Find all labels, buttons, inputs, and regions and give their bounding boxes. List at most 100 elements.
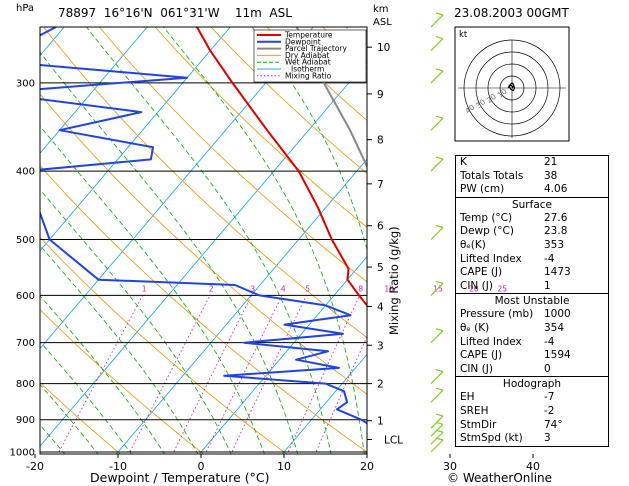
isotherm-line: [613, 15, 629, 456]
stat-value: 27.6: [544, 211, 568, 224]
wet-adiabat-line: [40, 51, 299, 454]
stat-label: CIN (J): [460, 362, 493, 375]
series-line-parcel-trajectory: [295, 27, 367, 169]
dry-adiabat-line: [40, 164, 367, 453]
isotherm-line: [40, 27, 231, 252]
stat-label: EH: [460, 391, 475, 404]
stat-row: CIN (J) 1: [456, 280, 608, 294]
stat-label: StmSpd (kt): [460, 432, 523, 445]
dry-adiabat-line: [40, 308, 205, 454]
pressure-tick-label: 300: [16, 78, 35, 89]
series-line-dewpoint: [40, 27, 367, 425]
legend-label: Isotherm: [291, 65, 324, 74]
stat-value: 4.06: [544, 183, 568, 196]
mixing-ratio-line: [128, 295, 211, 454]
x-axis-label: Dewpoint / Temperature (°C): [90, 470, 270, 485]
label-hpa: hPa: [16, 3, 35, 14]
hodograph-trace: [507, 82, 516, 92]
km-tick-label: 1: [377, 416, 384, 428]
indices-box: K 21 Totals Totals 38 PW (cm) 4.06: [455, 155, 609, 198]
pressure-tick-label: 600: [16, 291, 35, 302]
stat-label: CAPE (J): [460, 266, 503, 279]
credit: © WeatherOnline: [447, 471, 553, 485]
stat-row: StmSpd (kt) 3: [456, 432, 608, 446]
stat-value: 3: [544, 432, 551, 445]
legend-label: Dewpoint: [285, 37, 321, 46]
most-unstable-box: Most Unstable Pressure (mb) 1000 θₑ (K) 35…: [455, 294, 609, 378]
isotherm-line: [281, 353, 367, 454]
stat-row-totals: Totals Totals 38: [456, 170, 608, 184]
stat-value: 354: [544, 321, 565, 334]
wet-adiabat-line: [40, 341, 132, 454]
stat-label: SREH: [460, 404, 489, 417]
most-unstable-title: Most Unstable: [494, 295, 570, 308]
series-layer: [40, 27, 367, 425]
wind-barb-flag: [435, 280, 444, 284]
wet-adiabat-line: [40, 295, 166, 454]
stat-label: Lifted Index: [460, 335, 522, 348]
stat-value: -4: [544, 335, 555, 348]
stat-label: Temp (°C): [460, 211, 513, 224]
legend-box: [253, 29, 367, 83]
wind-barb-flag: [435, 328, 444, 332]
axis-layer: 3004005006007008009001000-30-20-10010203…: [10, 42, 540, 473]
wet-adiabat-line: [40, 125, 265, 454]
stat-value: 0: [544, 362, 551, 375]
dry-adiabat-line: [40, 381, 122, 454]
stats-panel: K 21 Totals Totals 38 PW (cm) 4.06 Surface …: [455, 155, 609, 447]
wind-barb: [430, 330, 444, 344]
stat-row: θₑ(K) 353: [456, 239, 608, 253]
wet-adiabat-line: [40, 188, 232, 454]
km-tick-label: LCL: [384, 434, 403, 446]
dry-adiabat-line: [98, 27, 367, 283]
stat-row: Pressure (mb) 1000: [456, 308, 608, 322]
stat-label: Lifted Index: [460, 252, 522, 265]
wind-barb-flag: [435, 115, 444, 119]
legend-label: Parcel Trajectory: [285, 44, 347, 53]
wind-barb: [430, 70, 444, 84]
km-tick-label: 2: [377, 379, 384, 391]
stat-value: -2: [544, 404, 555, 417]
stat-label: CIN (J): [460, 279, 493, 292]
wind-barb-flag: [435, 12, 444, 16]
stat-value: 353: [544, 238, 565, 251]
stat-value: 74°: [544, 418, 563, 431]
dry-adiabat-line: [154, 27, 367, 228]
stat-row: CAPE (J) 1473: [456, 266, 608, 280]
wind-barb-flag: [435, 36, 444, 40]
grid-layer: [40, 15, 629, 456]
stat-row: StmDir 74°: [456, 419, 608, 433]
stat-row-k: K 21: [456, 156, 608, 170]
date-header: 23.08.2003 00GMT: [454, 6, 569, 20]
wind-barb-flag: [435, 413, 444, 417]
isobar-layer: [40, 82, 367, 453]
stat-value: -4: [544, 252, 555, 265]
wind-barb: [430, 423, 444, 437]
mixing-ratio-label: 2: [209, 284, 214, 293]
x-tick-label: 20: [360, 460, 374, 473]
stat-row-pw: PW (cm) 4.06: [456, 183, 608, 197]
stat-row: CAPE (J) 1594: [456, 349, 608, 363]
hodograph-title: Hodograph: [502, 378, 562, 391]
stat-label: θₑ (K): [460, 321, 490, 334]
isotherm-line: [40, 27, 65, 57]
mixing-ratio-line: [230, 295, 307, 454]
km-tick-label: 9: [377, 89, 384, 101]
wind-barb: [430, 282, 444, 296]
wet-adiabat-line: [40, 244, 199, 454]
km-tick-label: 8: [377, 135, 384, 147]
stat-value: 1594: [544, 349, 571, 362]
isotherm-line: [40, 27, 314, 350]
legend-label: Dry Adiabat: [285, 51, 329, 60]
pressure-tick-label: 1000: [10, 448, 35, 459]
wind-barb-flag: [435, 224, 444, 229]
mixing-ratio-label: 20: [469, 284, 479, 293]
wind-barb: [430, 14, 444, 28]
stat-row: Temp (°C) 27.6: [456, 212, 608, 226]
stat-value: -7: [544, 391, 555, 404]
wind-barb: [430, 227, 444, 240]
hodograph-stats-box: Hodograph EH -7 SREH -2 StmDir 74° StmSpd (…: [455, 377, 609, 447]
isotherm-line: [198, 256, 367, 454]
wind-barb: [430, 389, 444, 403]
stat-row: EH -7: [456, 391, 608, 405]
